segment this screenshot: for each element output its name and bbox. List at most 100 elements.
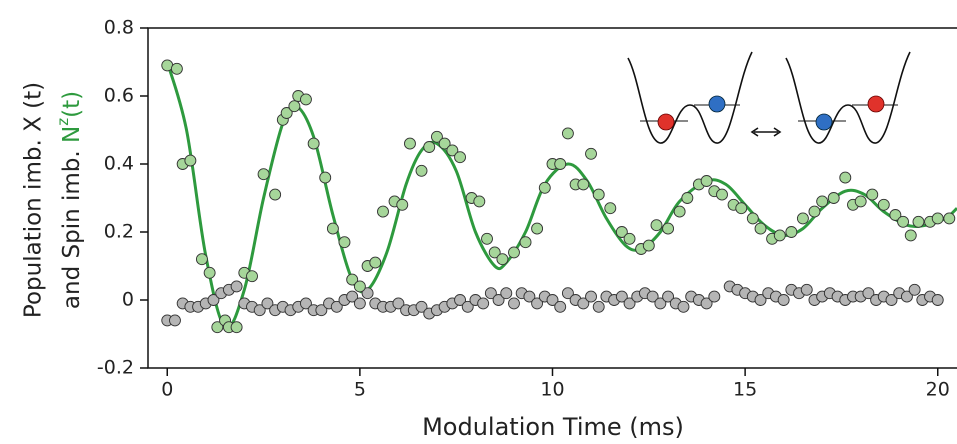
data-point (561, 127, 574, 140)
data-point (708, 290, 721, 303)
data-point (454, 151, 466, 164)
data-point (615, 226, 628, 238)
data-point (246, 270, 258, 283)
data-point (454, 294, 466, 306)
data-point (261, 297, 274, 310)
data-point (642, 239, 655, 252)
data-point (315, 304, 328, 317)
data-point (546, 294, 559, 306)
data-point (523, 290, 536, 303)
data-point (931, 212, 944, 225)
data-point (392, 297, 405, 310)
data-point (808, 205, 821, 218)
data-point (716, 188, 728, 201)
data-point (900, 290, 913, 303)
data-point (230, 321, 243, 334)
y-axis-label: and Spin imb. Nz(t) (54, 91, 85, 309)
data-point (404, 137, 416, 150)
data-point (346, 273, 359, 286)
arrow-head (750, 127, 782, 137)
data-point (508, 246, 520, 259)
data-point (184, 154, 197, 167)
data-point (773, 229, 786, 242)
data-point (904, 229, 917, 242)
data-point (735, 202, 748, 215)
data-point (585, 290, 597, 303)
data-point (531, 222, 544, 235)
data-point (677, 300, 690, 313)
data-point (353, 297, 366, 310)
data-point (481, 232, 493, 245)
data-point (280, 107, 293, 119)
data-point (369, 256, 382, 269)
data-point (269, 188, 282, 201)
data-point (650, 219, 663, 232)
data-point (473, 195, 486, 208)
y-tick-label: 0.4 (104, 153, 134, 175)
data-point (839, 171, 852, 184)
data-point (492, 294, 505, 306)
data-point (338, 236, 351, 249)
data-point (531, 297, 544, 310)
y-tick-label: 0 (122, 289, 134, 311)
y-tick-label: 0.2 (104, 221, 134, 243)
data-point (889, 209, 902, 221)
data-point (623, 232, 636, 245)
y-axis-label: Population imb. X (t) (21, 82, 47, 318)
data-point (908, 283, 921, 296)
data-point (700, 175, 713, 187)
data-point (816, 195, 829, 208)
data-point (662, 290, 675, 303)
data-point (561, 287, 574, 300)
x-axis-label: Modulation Time (ms) (422, 413, 684, 441)
data-point (361, 287, 374, 300)
data-point (170, 62, 183, 75)
data-point (785, 226, 798, 238)
data-point (943, 212, 956, 225)
data-point (508, 297, 520, 310)
y-tick-label: 0.6 (104, 85, 134, 107)
data-point (257, 168, 270, 181)
data-point (396, 198, 409, 211)
data-point (577, 297, 590, 310)
atom (867, 95, 885, 113)
data-point (346, 290, 359, 303)
data-point (673, 205, 686, 218)
atom (815, 113, 833, 131)
data-point (169, 314, 181, 327)
data-point (253, 304, 266, 317)
data-point (477, 297, 490, 310)
y-tick-label: -0.2 (97, 357, 134, 379)
atom (657, 113, 675, 131)
data-point (827, 192, 840, 204)
data-point (897, 215, 910, 228)
data-point (496, 253, 509, 266)
data-point (662, 222, 675, 235)
data-point (646, 290, 659, 303)
data-point (777, 294, 790, 306)
data-point (288, 100, 301, 113)
data-point (488, 246, 501, 259)
data-point (438, 137, 451, 150)
data-point (604, 202, 617, 215)
y-label-green: (t) (59, 91, 85, 118)
double-well (627, 51, 753, 144)
y-label-part: and Spin imb. (59, 143, 85, 309)
data-point (592, 300, 605, 313)
data-point (230, 280, 243, 293)
data-point (446, 144, 459, 157)
data-point (538, 181, 551, 194)
x-tick-label: 10 (540, 379, 564, 401)
y-label-green: N (59, 126, 85, 143)
data-point (299, 93, 312, 106)
data-point (796, 212, 809, 225)
data-point (484, 287, 497, 300)
data-point (592, 188, 605, 201)
data-point (577, 178, 590, 191)
data-point (353, 280, 366, 293)
data-point (754, 222, 767, 235)
data-point (654, 297, 667, 310)
data-point (519, 236, 532, 249)
x-tick-label: 0 (161, 379, 173, 401)
